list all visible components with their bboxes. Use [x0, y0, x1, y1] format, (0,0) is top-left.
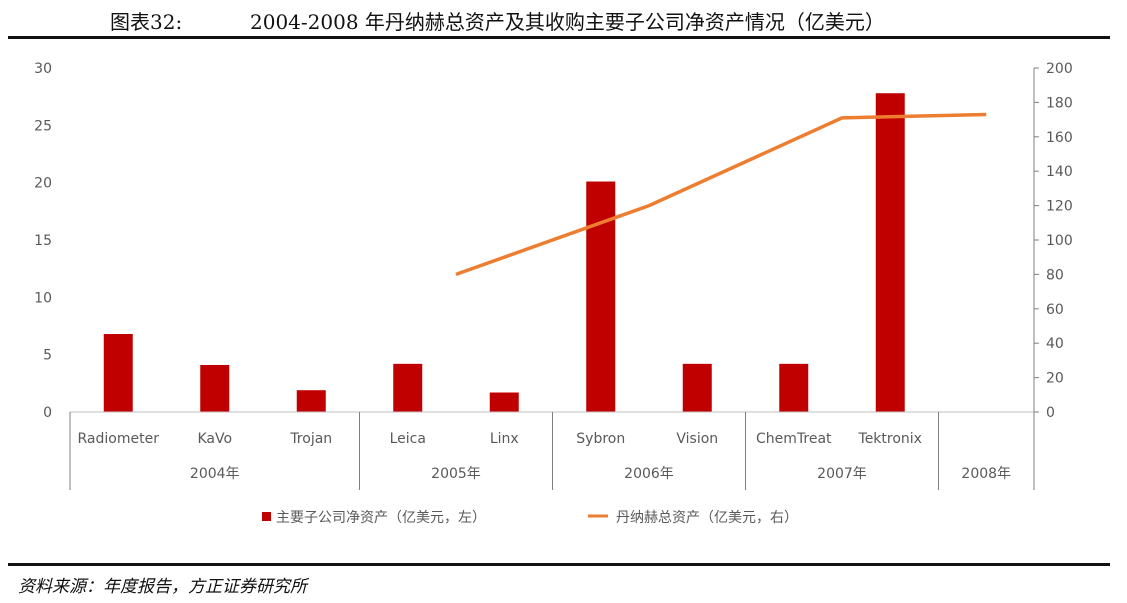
left-axis: 0 5 10 15 20 25 30 [34, 61, 52, 421]
right-tick-label: 140 [1046, 164, 1073, 180]
line-series [455, 112, 987, 277]
year-group-label: 2006年 [624, 466, 674, 482]
category-label: Leica [390, 431, 426, 447]
figure-number: 图表32: [110, 10, 183, 34]
year-group-label: 2005年 [431, 466, 481, 482]
bar [875, 93, 905, 412]
right-axis: 0 20 40 60 80 100 120 140 160 180 200 [1033, 61, 1073, 421]
bar [779, 363, 809, 412]
bar [103, 334, 133, 412]
year-group-label: 2008年 [961, 466, 1011, 482]
category-label: Tektronix [858, 431, 922, 447]
right-tick-label: 160 [1046, 130, 1073, 146]
right-tick-label: 60 [1046, 302, 1064, 318]
bar [586, 181, 616, 412]
category-label: Sybron [576, 431, 625, 447]
right-tick-label: 180 [1046, 95, 1073, 111]
bottom-rule [8, 563, 1110, 566]
source-note: 资料来源：年度报告，方正证券研究所 [18, 577, 307, 597]
right-tick-label: 40 [1046, 336, 1064, 352]
bar [296, 390, 326, 412]
year-group-label: 2007年 [817, 466, 867, 482]
left-tick-label: 5 [43, 348, 52, 364]
legend-bar-label: 主要子公司净资产（亿美元，左） [276, 510, 486, 526]
right-tick-label: 0 [1046, 405, 1055, 421]
legend-line-label: 丹纳赫总资产（亿美元，右） [616, 510, 798, 526]
category-label: ChemTreat [756, 431, 832, 447]
x-axis: Radiometer KaVo Trojan Leica Linx Sybron Visio… [69, 411, 1035, 490]
right-tick-label: 20 [1046, 371, 1064, 387]
right-tick-label: 100 [1046, 233, 1073, 249]
left-tick-label: 15 [34, 233, 52, 249]
right-tick-label: 200 [1046, 61, 1073, 77]
left-tick-label: 0 [43, 405, 52, 421]
left-tick-label: 25 [34, 118, 52, 134]
left-tick-label: 30 [34, 61, 52, 77]
legend: 主要子公司净资产（亿美元，左） 丹纳赫总资产（亿美元，右） [262, 510, 798, 526]
bar-series [103, 93, 905, 412]
bar [393, 363, 423, 412]
right-tick-label: 120 [1046, 199, 1073, 215]
left-tick-label: 10 [34, 290, 52, 306]
category-label: KaVo [197, 431, 232, 447]
figure-header: 图表32: 2004-2008 年丹纳赫总资产及其收购主要子公司净资产情况（亿美… [0, 0, 1127, 38]
bar [489, 392, 519, 412]
right-tick-label: 80 [1046, 267, 1064, 283]
total-assets-line [455, 112, 987, 277]
category-label: Vision [676, 431, 718, 447]
year-group-label: 2004年 [190, 466, 240, 482]
category-label: Trojan [289, 431, 332, 447]
left-tick-label: 20 [34, 176, 52, 192]
category-label: Linx [490, 431, 519, 447]
figure-title: 2004-2008 年丹纳赫总资产及其收购主要子公司净资产情况（亿美元） [250, 10, 885, 34]
bar [682, 363, 712, 412]
bar [200, 364, 230, 412]
top-rule [8, 36, 1110, 39]
category-label: Radiometer [78, 431, 160, 447]
legend-bar-swatch [262, 512, 271, 521]
